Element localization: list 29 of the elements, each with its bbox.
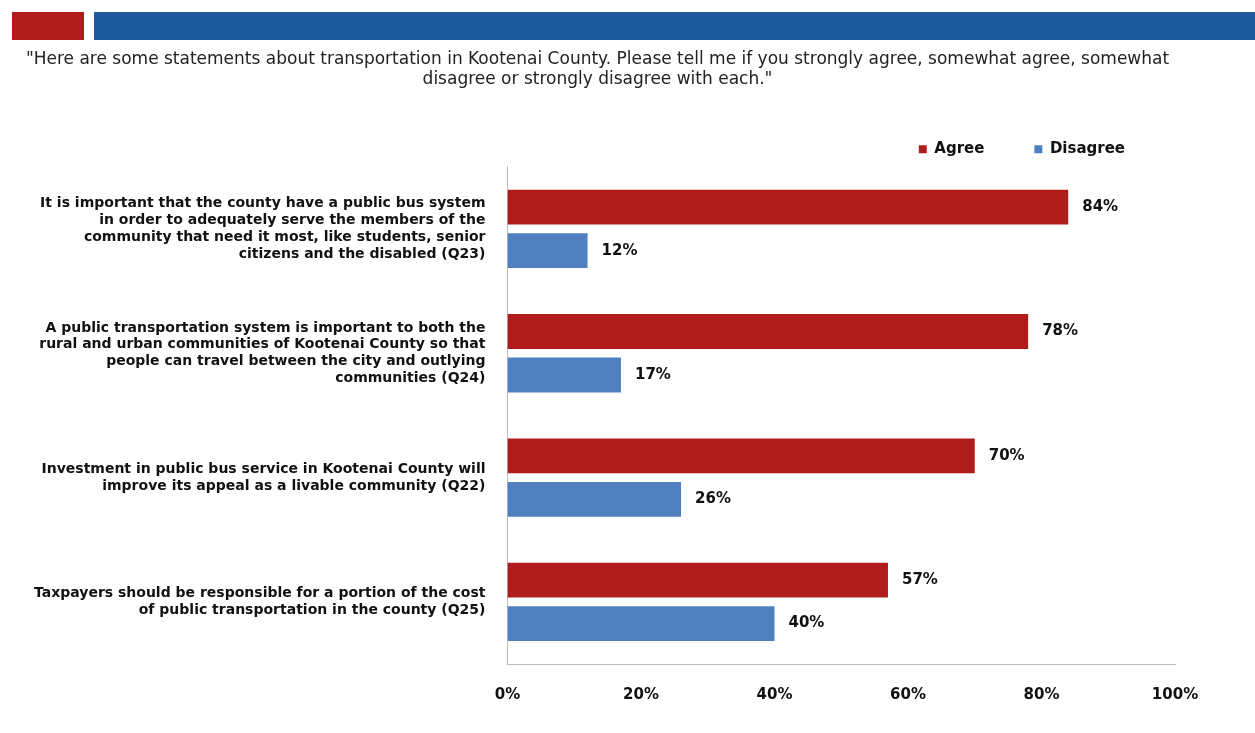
bar: [507, 562, 888, 598]
bar: [507, 438, 975, 474]
y-tick-label: A public transportation system is important to both the rural and urban communities of Kootenai County so that people can travel between the city and outlying communities (Q24): [39, 318, 486, 386]
bar: [507, 606, 775, 642]
data-label: 12%: [601, 240, 638, 259]
data-label: 17%: [634, 364, 671, 383]
y-tick-label: Taxpayers should be responsible for a portion of the cost of public transportation in the county (Q25): [34, 584, 486, 617]
chart-title: "Here are some statements about transportation in Kootenai County. Please tell me if you strongly agree, somewhat agree, somewhat disagree or strongly disagree with each.": [25, 47, 1170, 89]
y-tick-label: It is important that the county have a public bus system in order to adequately serve the members of the community that need it most, like students, senior citizens and the disabled (Q23): [40, 194, 486, 261]
x-tick-label: 60%: [890, 684, 926, 703]
bar: [507, 357, 621, 393]
bar: [507, 481, 682, 517]
x-tick-label: 20%: [623, 684, 659, 703]
legend-label: Disagree: [1049, 139, 1125, 158]
legend-label: Agree: [934, 139, 985, 158]
data-label: 40%: [788, 613, 825, 632]
bar: [507, 233, 588, 269]
data-label: 78%: [1042, 321, 1079, 340]
data-label: 57%: [901, 569, 938, 588]
data-label: 70%: [988, 445, 1025, 464]
bar: [507, 189, 1069, 225]
data-label: 26%: [695, 489, 731, 508]
bar: [507, 314, 1029, 349]
x-tick-label: 80%: [1023, 684, 1060, 703]
x-tick-label: 0%: [494, 684, 521, 703]
x-tick-label: 40%: [756, 684, 793, 703]
x-tick-label: 100%: [1151, 684, 1199, 703]
y-tick-label: Investment in public bus service in Kootenai County will improve its appeal as a livable community (Q22): [41, 459, 486, 493]
data-label: 84%: [1082, 197, 1119, 216]
